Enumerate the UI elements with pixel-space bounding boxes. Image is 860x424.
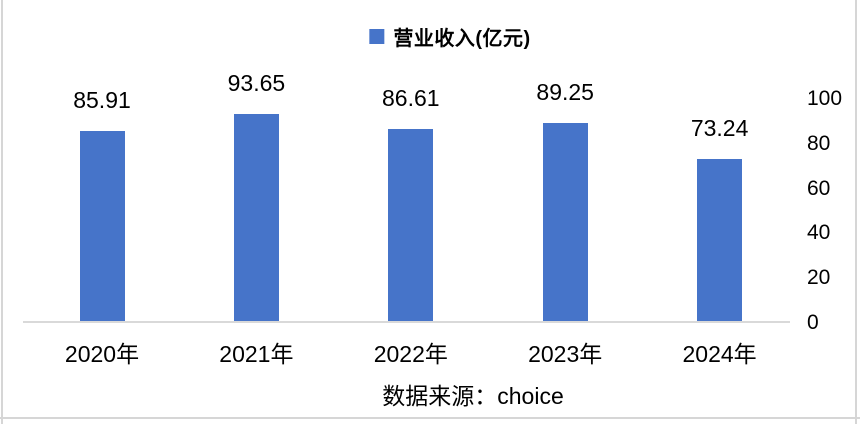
- x-axis-tick-label: 2023年: [528, 341, 603, 367]
- bar-2024年: [697, 159, 743, 323]
- x-axis-tick-label: 2022年: [373, 341, 448, 367]
- legend-label: 营业收入(亿元): [393, 28, 531, 50]
- y-axis-tick-label: 0: [807, 310, 819, 334]
- bar-value-label: 73.24: [690, 115, 749, 142]
- bar-value-label: 86.61: [382, 85, 440, 112]
- panel-border-bottom: [0, 417, 860, 419]
- x-axis-tick-label: 2020年: [64, 341, 140, 367]
- source-caption: 数据来源：choice: [382, 383, 564, 409]
- bar-2022年: [388, 129, 434, 323]
- legend-marker-icon: [369, 29, 385, 44]
- legend: 营业收入(亿元): [369, 22, 530, 51]
- x-axis-tick-label: 2024年: [682, 341, 757, 367]
- y-axis-tick-label: 60: [807, 176, 831, 200]
- y-axis-tick-label: 40: [807, 221, 831, 245]
- bar-value-label: 85.91: [73, 86, 131, 113]
- bar-2020年: [79, 130, 125, 323]
- y-axis-tick-label: 100: [807, 87, 843, 111]
- x-axis-tick-label: 2021年: [219, 341, 294, 367]
- y-axis-tick-label: 20: [807, 265, 831, 289]
- panel-border-left: [1, 0, 3, 424]
- y-axis-tick-label: 80: [807, 132, 831, 156]
- bar-value-label: 89.25: [536, 79, 594, 106]
- bar-value-label: 93.65: [227, 69, 286, 96]
- x-axis-line: [23, 321, 790, 323]
- bar-2023年: [542, 123, 588, 323]
- bar-2021年: [233, 113, 279, 323]
- panel-border-right: [855, 0, 857, 424]
